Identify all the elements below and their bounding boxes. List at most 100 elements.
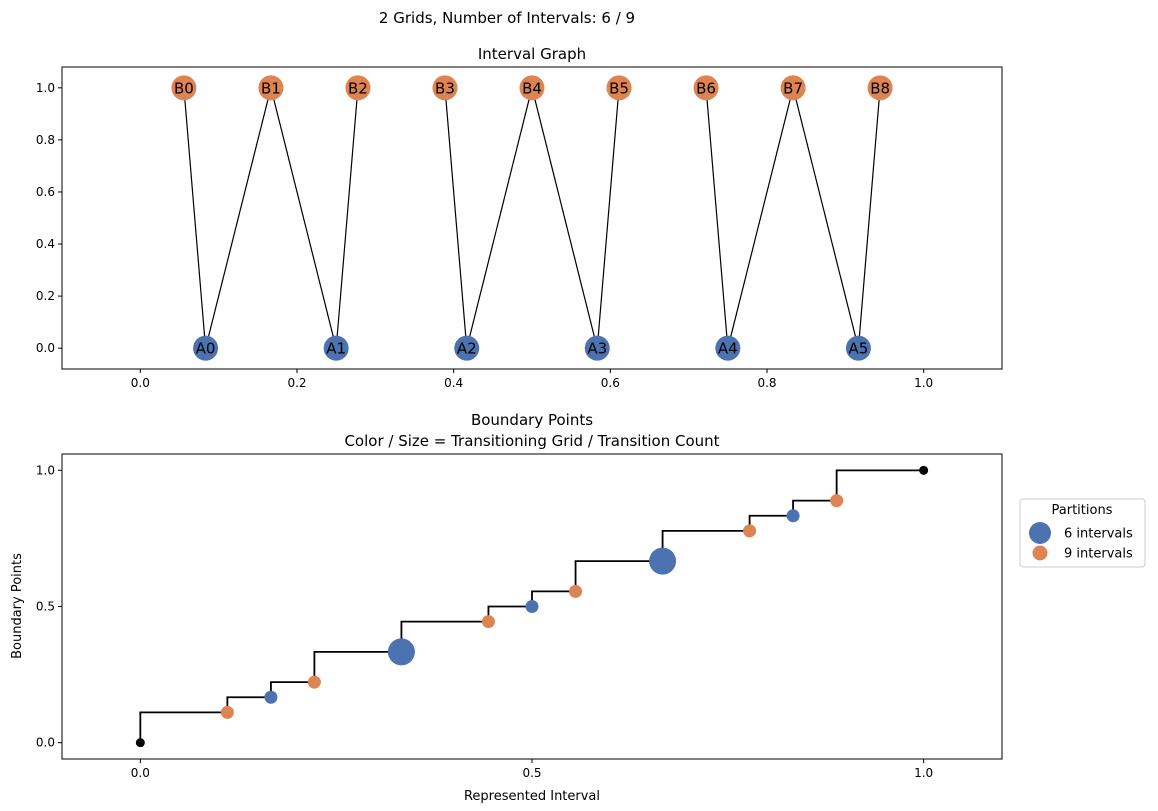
boundary-endpoint — [919, 465, 929, 475]
boundary-points-frame — [61, 453, 1003, 760]
graph-node-marker — [432, 75, 458, 101]
graph-node-label: B5 — [609, 79, 629, 97]
graph-y-tick-label: 1.0 — [36, 81, 55, 95]
boundary-point-b — [307, 675, 321, 689]
graph-y-tick-label: 0.4 — [36, 237, 55, 251]
graph-edges — [183, 87, 881, 349]
graph-node-label: B2 — [348, 79, 368, 97]
legend-label: 6 intervals — [1064, 527, 1133, 542]
graph-edge — [205, 87, 272, 349]
boundary-points-subtitle: Color / Size = Transitioning Grid / Tran… — [344, 432, 719, 450]
boundary-y-tick-label: 1.0 — [36, 463, 55, 477]
boundary-x-tick-label: 0.5 — [522, 766, 541, 780]
interval-graph-title: Interval Graph — [478, 45, 586, 63]
legend-marker — [1032, 545, 1048, 561]
boundary-points-panel: Boundary Points Color / Size = Transitio… — [10, 411, 1146, 804]
graph-node-a3: A3 — [584, 335, 610, 361]
graph-node-b8: B8 — [867, 75, 893, 101]
legend-frame — [1019, 498, 1146, 568]
boundary-point-a — [525, 600, 539, 613]
graph-node-label: A0 — [196, 340, 216, 358]
graph-node-marker — [323, 335, 349, 361]
graph-edge — [183, 87, 207, 349]
legend-entry: 6 intervals — [1029, 522, 1133, 544]
y-axis-ticks: 0.0 0.2 0.4 0.6 0.8 1.0 — [36, 81, 62, 355]
interval-graph-panel: Interval Graph A0 A1 A2 A3 A4 A5 B0 B1 B2 B3 B4 B5 B… — [36, 45, 1003, 390]
graph-node-a2: A2 — [454, 335, 480, 361]
graph-node-label: A5 — [849, 340, 869, 358]
boundary-x-tick-label: 1.0 — [914, 766, 933, 780]
boundary-point-b — [830, 494, 844, 508]
boundary-markers — [135, 465, 929, 748]
graph-node-b3: B3 — [432, 75, 458, 101]
graph-edge — [466, 87, 533, 349]
graph-node-b6: B6 — [693, 75, 719, 101]
graph-node-label: A3 — [587, 340, 607, 358]
x-axis-label: Represented Interval — [464, 789, 600, 804]
graph-node-label: A2 — [457, 340, 477, 358]
graph-node-label: A4 — [718, 340, 738, 358]
x-axis-ticks: 0.0 0.5 1.0 — [131, 759, 933, 780]
graph-nodes: A0 A1 A2 A3 A4 A5 B0 B1 B2 B3 B4 B5 B6 B7 B8 — [171, 75, 893, 361]
graph-x-tick-label: 0.6 — [601, 376, 620, 390]
interval-graph-frame — [61, 66, 1003, 370]
boundary-point-a — [387, 638, 415, 666]
graph-node-marker — [606, 75, 632, 101]
graph-node-b0: B0 — [171, 75, 197, 101]
graph-x-tick-label: 1.0 — [914, 376, 933, 390]
y-axis-label: Boundary Points — [10, 553, 25, 659]
legend: Partitions 6 intervals 9 intervals — [1019, 498, 1146, 568]
graph-x-tick-label: 0.8 — [757, 376, 776, 390]
graph-node-label: B4 — [522, 79, 542, 97]
figure-suptitle: 2 Grids, Number of Intervals: 6 / 9 — [379, 9, 635, 27]
boundary-y-tick-label: 0.5 — [36, 600, 55, 614]
boundary-endpoint — [135, 738, 145, 748]
boundary-point-b — [569, 584, 583, 598]
boundary-point-b — [743, 524, 757, 538]
graph-node-marker — [258, 75, 284, 101]
graph-node-label: B1 — [261, 79, 281, 97]
graph-node-marker — [780, 75, 806, 101]
boundary-point-a — [786, 509, 800, 523]
graph-y-tick-label: 0.8 — [36, 133, 55, 147]
graph-edge — [792, 87, 859, 349]
graph-node-label: B3 — [435, 79, 455, 97]
boundary-point-a — [649, 547, 677, 575]
boundary-point-a — [264, 690, 278, 704]
graph-node-marker — [715, 335, 741, 361]
boundary-point-b — [481, 615, 495, 629]
graph-node-a0: A0 — [193, 335, 219, 361]
boundary-y-tick-label: 0.0 — [36, 736, 55, 750]
graph-node-marker — [519, 75, 545, 101]
graph-x-tick-label: 0.4 — [444, 376, 463, 390]
graph-node-label: B7 — [783, 79, 803, 97]
graph-y-tick-label: 0.0 — [36, 341, 55, 355]
graph-edge — [270, 87, 337, 349]
graph-y-tick-label: 0.2 — [36, 289, 55, 303]
legend-entries: 6 intervals 9 intervals — [1029, 522, 1133, 562]
legend-title: Partitions — [1052, 503, 1113, 518]
graph-edge — [444, 87, 468, 349]
graph-node-marker — [171, 75, 197, 101]
graph-node-marker — [193, 335, 219, 361]
graph-node-a4: A4 — [715, 335, 741, 361]
graph-node-b5: B5 — [606, 75, 632, 101]
legend-entry: 9 intervals — [1032, 545, 1133, 562]
graph-x-tick-label: 0.0 — [131, 376, 150, 390]
graph-edge — [531, 87, 598, 349]
graph-node-label: B6 — [696, 79, 716, 97]
graph-x-tick-label: 0.2 — [287, 376, 306, 390]
boundary-x-tick-label: 0.0 — [131, 766, 150, 780]
graph-node-marker — [584, 335, 610, 361]
graph-node-b7: B7 — [780, 75, 806, 101]
graph-node-a5: A5 — [845, 335, 871, 361]
graph-node-label: B8 — [870, 79, 890, 97]
x-axis-ticks: 0.0 0.2 0.4 0.6 0.8 1.0 — [131, 369, 933, 390]
legend-marker — [1029, 522, 1051, 544]
graph-node-b2: B2 — [345, 75, 371, 101]
graph-node-label: B0 — [174, 79, 194, 97]
y-axis-ticks: 0.0 0.5 1.0 — [36, 463, 62, 750]
graph-node-marker — [693, 75, 719, 101]
legend-label: 9 intervals — [1064, 547, 1133, 562]
